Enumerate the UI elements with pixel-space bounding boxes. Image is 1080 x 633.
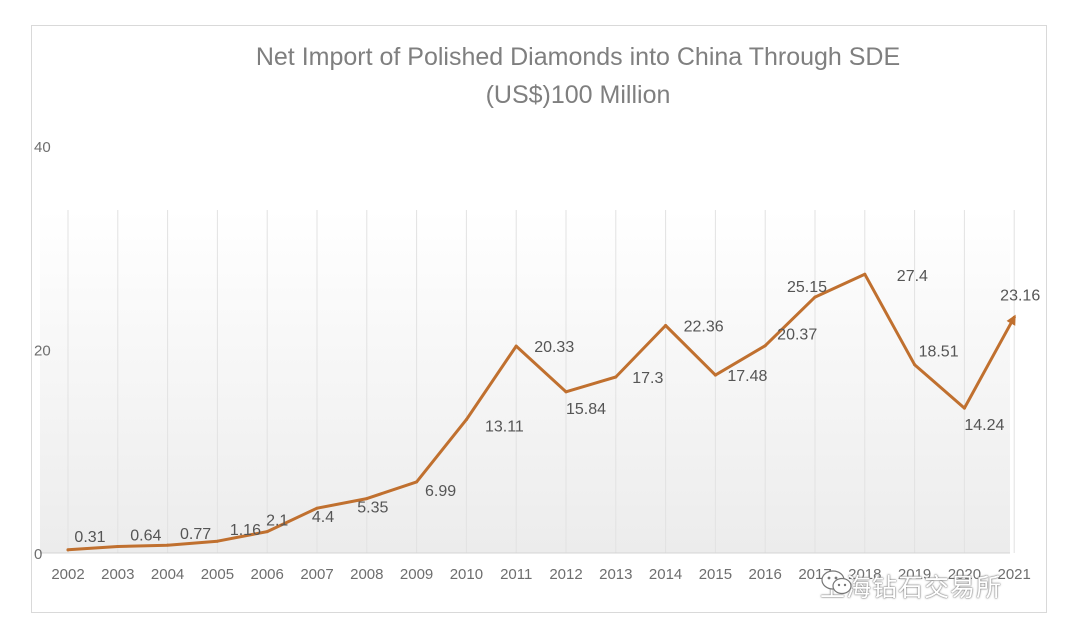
y-tick-label: 0	[34, 546, 42, 563]
y-tick-label: 20	[34, 343, 51, 360]
data-point	[464, 418, 468, 422]
chart-title-line-2: (US$)100 Million	[485, 81, 671, 109]
data-point	[713, 373, 717, 377]
data-point	[415, 480, 419, 484]
x-tick-label: 2005	[201, 566, 234, 583]
x-tick-label: 2003	[101, 566, 134, 583]
data-point	[265, 530, 269, 534]
data-label: 20.33	[534, 339, 574, 356]
plot-area-background	[40, 210, 1010, 553]
data-label: 17.48	[727, 368, 767, 385]
data-point	[564, 390, 568, 394]
wechat-icon	[821, 570, 852, 595]
data-point	[66, 548, 70, 552]
y-tick-label: 40	[34, 139, 51, 156]
x-tick-label: 2015	[699, 566, 732, 583]
x-tick-label: 2013	[599, 566, 632, 583]
data-labels: 0.31 0.64 0.77 1.16 2.1 4.4 5.35 6.99 13.11 20.33…	[74, 268, 1040, 546]
x-tick-label: 2018	[848, 566, 881, 583]
axes: 0 20 40 2002 2003 2004 2005 2006 2007 2008 2009 201…	[34, 139, 1031, 583]
x-tick-label: 2019	[898, 566, 931, 583]
data-label: 0.64	[130, 527, 161, 544]
x-tick-label: 2012	[549, 566, 582, 583]
data-label: 20.37	[777, 327, 817, 344]
series-line	[66, 272, 1016, 552]
data-point	[763, 344, 767, 348]
data-point	[315, 506, 319, 510]
data-label: 4.4	[312, 509, 334, 526]
data-label: 1.16	[230, 522, 261, 539]
x-tick-label: 2009	[400, 566, 433, 583]
x-tick-label: 2016	[749, 566, 782, 583]
chart-title: Net Import of Polished Diamonds into Chi…	[0, 38, 1080, 114]
data-point	[1012, 315, 1016, 319]
data-label: 0.77	[180, 526, 211, 543]
data-point	[664, 323, 668, 327]
data-label: 18.51	[919, 344, 959, 361]
series-polyline	[66, 272, 1016, 552]
x-tick-label: 2002	[51, 566, 84, 583]
x-tick-label: 2006	[251, 566, 284, 583]
data-point	[614, 375, 618, 379]
data-label: 6.99	[425, 483, 456, 500]
data-point	[913, 363, 917, 367]
data-label: 14.24	[964, 417, 1004, 434]
data-label: 22.36	[684, 318, 724, 335]
data-label: 5.35	[357, 500, 388, 517]
x-tick-label: 2004	[151, 566, 184, 583]
data-label: 17.3	[632, 370, 663, 387]
data-label: 2.1	[266, 513, 288, 530]
grid	[67, 210, 1015, 553]
x-tick-label: 2011	[500, 566, 532, 583]
data-point	[863, 272, 867, 276]
data-label: 15.84	[566, 401, 606, 418]
data-point	[215, 539, 219, 543]
data-point	[514, 344, 518, 348]
data-label: 27.4	[897, 268, 928, 285]
data-label: 23.16	[1000, 287, 1040, 304]
watermark: 上海钻石交易所	[820, 568, 1002, 604]
data-point	[365, 497, 369, 501]
data-label: 0.31	[74, 529, 105, 546]
data-point	[116, 544, 120, 548]
data-point	[962, 406, 966, 410]
data-point	[166, 543, 170, 547]
x-tick-label: 2014	[649, 566, 682, 583]
x-tick-label: 2021	[998, 566, 1031, 583]
data-label: 25.15	[787, 279, 827, 296]
chart-title-line-1: Net Import of Polished Diamonds into Chi…	[255, 43, 901, 71]
data-point	[813, 295, 817, 299]
x-tick-label: 2008	[350, 566, 383, 583]
x-tick-label: 2007	[300, 566, 333, 583]
x-tick-label: 2010	[450, 566, 483, 583]
data-label: 13.11	[485, 419, 524, 436]
x-tick-label: 2020	[948, 566, 981, 583]
